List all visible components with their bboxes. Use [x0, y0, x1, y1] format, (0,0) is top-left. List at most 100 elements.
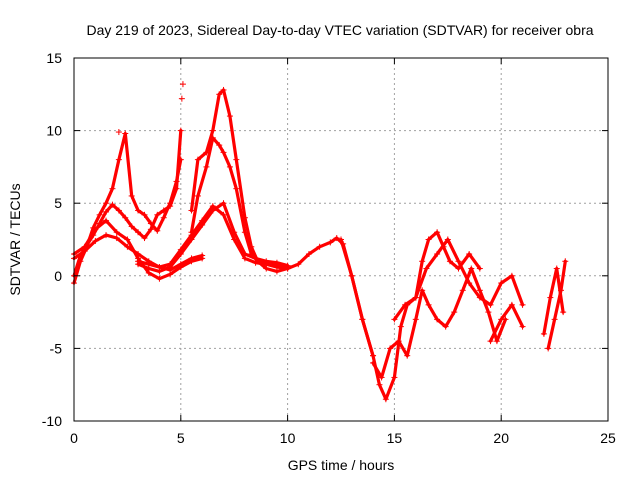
data-point [141, 211, 148, 218]
data-point [122, 130, 129, 137]
data-point [135, 207, 142, 214]
data-point [359, 316, 366, 323]
data-point [167, 261, 174, 268]
data-point [177, 261, 184, 268]
series-upper-trace-a [72, 131, 183, 285]
x-tick-label: 10 [280, 430, 296, 446]
data-point [199, 252, 206, 259]
y-tick-label: -10 [42, 413, 62, 429]
data-point [412, 316, 419, 323]
data-point [487, 338, 494, 345]
data-point [122, 214, 129, 221]
x-tick-label: 20 [493, 430, 509, 446]
data-point [103, 208, 110, 215]
data-point [419, 258, 426, 265]
data-point [545, 345, 552, 352]
data-point [455, 258, 462, 265]
data-point [241, 229, 248, 236]
data-point [519, 301, 526, 308]
data-point [468, 265, 475, 272]
data-point [273, 264, 280, 271]
grid-lines [74, 58, 608, 421]
data-point [209, 127, 216, 134]
data-point [128, 223, 135, 230]
data-point [124, 236, 131, 243]
data-point [199, 217, 206, 224]
data-point [466, 251, 473, 258]
data-point [233, 156, 240, 163]
x-tick-label: 15 [387, 430, 403, 446]
data-point [203, 163, 210, 170]
data-point [115, 207, 122, 214]
data-point [248, 251, 255, 258]
x-tick-label: 0 [70, 430, 78, 446]
data-point [188, 229, 195, 236]
data-series [71, 86, 569, 403]
data-point [135, 258, 142, 265]
data-point [553, 265, 560, 272]
data-point [284, 265, 291, 272]
x-tick-label: 25 [600, 430, 616, 446]
data-point [209, 203, 216, 210]
data-point [103, 232, 110, 239]
data-point [395, 338, 402, 345]
data-point [387, 345, 394, 352]
data-point [220, 86, 227, 93]
data-point [397, 323, 404, 330]
data-point [493, 338, 500, 345]
data-points [115, 81, 186, 136]
data-point [551, 316, 558, 323]
data-point [233, 185, 240, 192]
data-point [103, 217, 110, 224]
data-point [135, 251, 142, 258]
data-point [156, 275, 163, 282]
data-point [160, 214, 167, 221]
data-point [216, 91, 223, 98]
data-point [147, 226, 154, 233]
y-tick-label: -5 [50, 340, 63, 356]
plot-frame [73, 57, 609, 422]
x-tick-label: 5 [177, 430, 185, 446]
data-point [96, 211, 103, 218]
data-point [305, 251, 312, 258]
data-point [476, 294, 483, 301]
data-point [188, 255, 195, 262]
data-point [231, 236, 238, 243]
data-point [451, 309, 458, 316]
isolated-data-point [179, 81, 186, 88]
data-point [103, 200, 110, 207]
data-point [220, 200, 227, 207]
data-point [295, 261, 302, 268]
y-tick-label: 10 [46, 123, 62, 139]
data-point [519, 323, 526, 330]
data-point [333, 235, 340, 242]
data-point [547, 294, 554, 301]
data-point [378, 374, 385, 381]
data-point [540, 330, 547, 337]
axis-ticks: 0 5 10 15 20 25 -10 -5 0 5 10 15 [42, 50, 616, 446]
data-point [508, 301, 515, 308]
data-point [459, 287, 466, 294]
data-point [220, 149, 227, 156]
data-point [425, 301, 432, 308]
data-point [382, 396, 389, 403]
data-point [135, 229, 142, 236]
data-point [92, 237, 99, 244]
y-tick-label: 0 [54, 268, 62, 284]
data-point [173, 185, 180, 192]
data-point [254, 258, 261, 265]
series-dip-trace-a [339, 230, 482, 401]
y-tick-label: 5 [54, 195, 62, 211]
data-point [226, 163, 233, 170]
data-point [434, 316, 441, 323]
data-point [338, 236, 344, 243]
data-point [446, 258, 453, 265]
data-point [263, 261, 270, 268]
isolated-data-point [115, 129, 122, 136]
data-point [434, 229, 441, 236]
data-point [128, 192, 135, 199]
data-point [476, 287, 483, 294]
data-point [370, 352, 377, 359]
data-point [115, 156, 122, 163]
